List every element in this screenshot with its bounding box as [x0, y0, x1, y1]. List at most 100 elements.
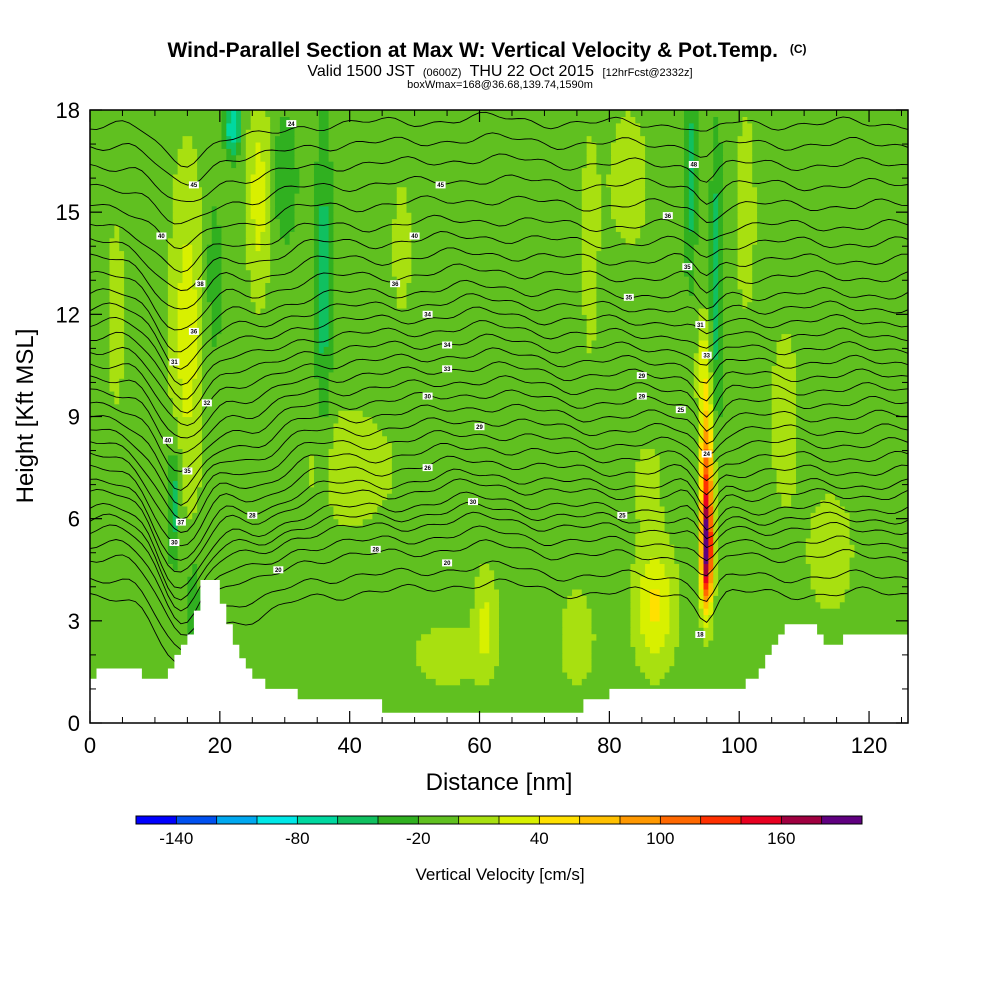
velocity-cell	[250, 122, 271, 130]
velocity-cell	[172, 505, 179, 513]
velocity-cell	[708, 608, 714, 616]
velocity-cell	[90, 371, 111, 379]
velocity-cell	[591, 135, 617, 143]
velocity-cell	[177, 473, 184, 481]
velocity-cell	[693, 224, 700, 232]
velocity-cell	[90, 212, 174, 220]
velocity-cell	[649, 608, 661, 616]
velocity-cell	[177, 346, 198, 354]
velocity-cell	[279, 224, 296, 232]
velocity-cell	[333, 269, 393, 277]
velocity-cell	[416, 639, 481, 647]
velocity-cell	[421, 665, 495, 673]
contour-label: 20	[444, 561, 451, 567]
velocity-cell	[396, 212, 412, 220]
velocity-cell	[313, 205, 320, 213]
velocity-cell	[688, 199, 695, 207]
velocity-cell	[460, 678, 476, 686]
velocity-cell	[114, 397, 120, 405]
velocity-cell	[245, 154, 257, 162]
velocity-cell	[90, 390, 115, 398]
velocity-cell	[167, 339, 179, 347]
colorbar-swatch	[499, 816, 540, 824]
velocity-cell	[333, 288, 398, 296]
velocity-cell	[109, 320, 125, 328]
velocity-cell	[664, 518, 700, 526]
velocity-cell	[722, 282, 739, 290]
velocity-cell	[236, 135, 242, 143]
velocity-cell	[313, 167, 335, 175]
velocity-cell	[693, 154, 700, 162]
velocity-cell	[124, 276, 169, 284]
velocity-cell	[474, 582, 495, 590]
velocity-cell	[167, 269, 184, 277]
velocity-cell	[722, 154, 739, 162]
velocity-cell	[718, 582, 812, 590]
velocity-cell	[197, 339, 203, 347]
velocity-cell	[596, 263, 685, 271]
theta-contour	[90, 279, 908, 353]
velocity-cell	[698, 429, 705, 437]
velocity-cell	[255, 307, 262, 315]
velocity-cell	[406, 193, 583, 200]
velocity-cell	[201, 448, 330, 456]
velocity-cell	[313, 473, 330, 481]
velocity-cell	[411, 244, 583, 252]
velocity-cell	[328, 141, 588, 149]
theta-contour	[90, 214, 908, 273]
velocity-cell	[591, 659, 636, 667]
velocity-cell	[124, 295, 169, 303]
velocity-cell	[265, 161, 271, 169]
velocity-cell	[313, 256, 320, 264]
velocity-cell	[698, 576, 705, 584]
velocity-cell	[581, 173, 602, 181]
velocity-cell	[328, 467, 393, 475]
velocity-cell	[781, 493, 792, 501]
velocity-cell	[216, 339, 315, 347]
velocity-cell	[391, 461, 636, 469]
velocity-cell	[109, 244, 120, 252]
velocity-cell	[713, 135, 719, 143]
velocity-cell	[109, 365, 125, 373]
x-tick-label: 20	[208, 733, 232, 758]
velocity-cell	[581, 288, 597, 296]
velocity-cell	[109, 339, 125, 347]
velocity-cell	[236, 141, 242, 149]
velocity-cell	[177, 288, 198, 296]
velocity-cell	[581, 186, 602, 194]
velocity-cell	[90, 627, 188, 635]
velocity-cell	[421, 633, 481, 641]
velocity-cell	[635, 467, 661, 475]
velocity-cell	[328, 148, 588, 156]
velocity-cell	[328, 154, 588, 162]
velocity-cell	[718, 473, 778, 481]
velocity-cell	[698, 435, 705, 443]
velocity-cell	[250, 295, 266, 303]
velocity-cell	[167, 550, 179, 558]
velocity-cell	[771, 403, 797, 411]
velocity-cell	[601, 199, 612, 207]
velocity-cell	[201, 301, 213, 309]
contour-label-bg	[156, 232, 167, 240]
velocity-cell	[722, 167, 739, 175]
velocity-cell	[708, 563, 714, 571]
velocity-cell	[216, 333, 315, 341]
velocity-cell	[693, 122, 700, 130]
velocity-cell	[406, 295, 583, 303]
colorbar-swatch	[579, 816, 621, 824]
velocity-cell	[318, 263, 330, 271]
velocity-cell	[708, 244, 714, 252]
velocity-cell	[167, 525, 174, 533]
velocity-cell	[581, 193, 602, 200]
velocity-cell	[255, 167, 266, 175]
velocity-cell	[309, 454, 315, 462]
velocity-cell	[722, 410, 773, 418]
velocity-cell	[201, 601, 476, 609]
velocity-cell	[688, 148, 695, 156]
velocity-cell	[333, 352, 695, 360]
velocity-cell	[270, 212, 276, 220]
velocity-cell	[109, 295, 125, 303]
velocity-cell	[328, 397, 700, 405]
velocity-cell	[737, 186, 758, 194]
velocity-cell	[698, 397, 705, 405]
